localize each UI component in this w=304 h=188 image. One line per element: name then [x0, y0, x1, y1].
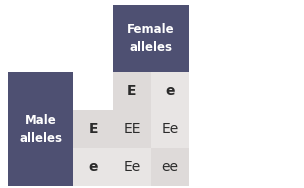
Text: Female
alleles: Female alleles: [127, 23, 175, 54]
Bar: [151, 148, 189, 186]
Bar: [151, 72, 189, 110]
Text: e: e: [88, 160, 98, 174]
Text: Ee: Ee: [123, 160, 141, 174]
Bar: [113, 110, 151, 148]
Bar: [151, 110, 189, 148]
Bar: [8, 72, 73, 186]
Bar: [113, 148, 151, 186]
Text: EE: EE: [123, 122, 141, 136]
Bar: [113, 5, 189, 72]
Text: Ee: Ee: [161, 122, 179, 136]
Bar: [73, 110, 113, 148]
Bar: [73, 148, 113, 186]
Text: ee: ee: [161, 160, 178, 174]
Text: E: E: [127, 84, 137, 98]
Text: e: e: [165, 84, 175, 98]
Text: Male
alleles: Male alleles: [19, 114, 62, 145]
Bar: [113, 72, 151, 110]
Text: E: E: [88, 122, 98, 136]
